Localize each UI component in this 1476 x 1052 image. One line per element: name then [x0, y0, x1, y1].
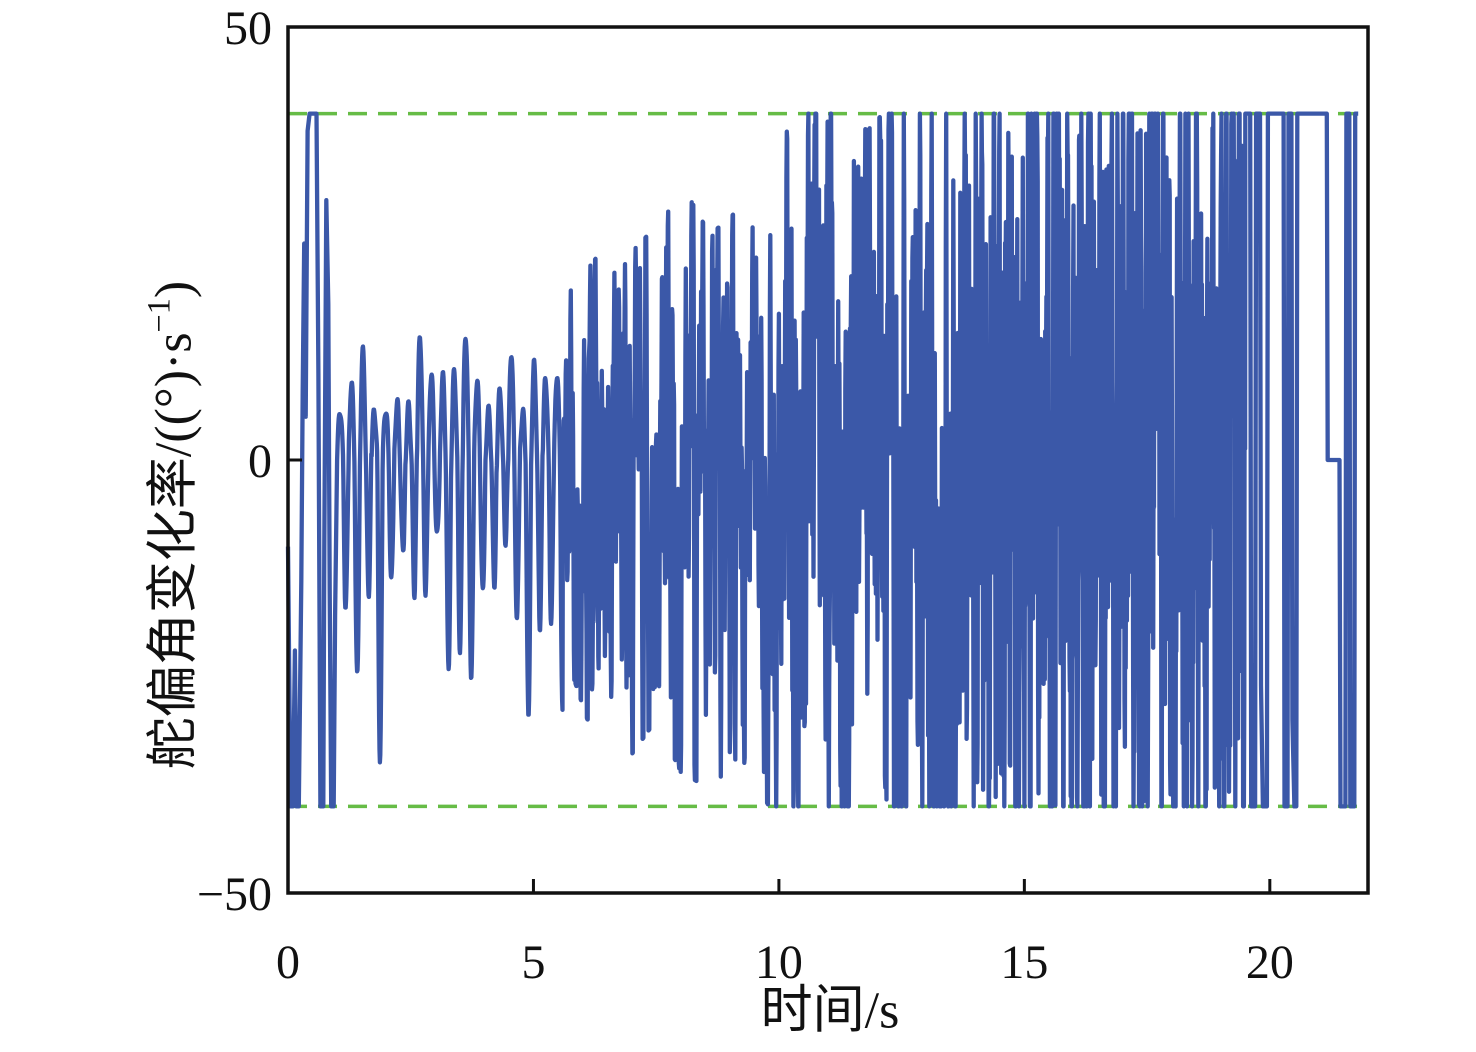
x-tick-label: 20: [1246, 936, 1294, 989]
x-tick-label: 10: [755, 936, 803, 989]
x-axis-label: 时间/s: [760, 982, 900, 1040]
y-axis-label-suffix: ): [145, 280, 203, 299]
signal-line: [285, 111, 1359, 809]
y-tick-label: 50: [224, 2, 272, 55]
y-axis-label: 舵偏角变化率/((°)·s−1): [131, 281, 206, 769]
signal-group: [285, 111, 1359, 809]
x-tick-label: 15: [1000, 936, 1048, 989]
y-tick-label: 0: [248, 435, 272, 488]
y-axis-label-text: 舵偏角变化率/((°)·s: [145, 332, 203, 770]
y-axis-label-superscript: −1: [140, 298, 177, 333]
y-tick-label: −50: [197, 868, 272, 921]
x-tick-label: 5: [521, 936, 545, 989]
x-tick-label: 0: [276, 936, 300, 989]
